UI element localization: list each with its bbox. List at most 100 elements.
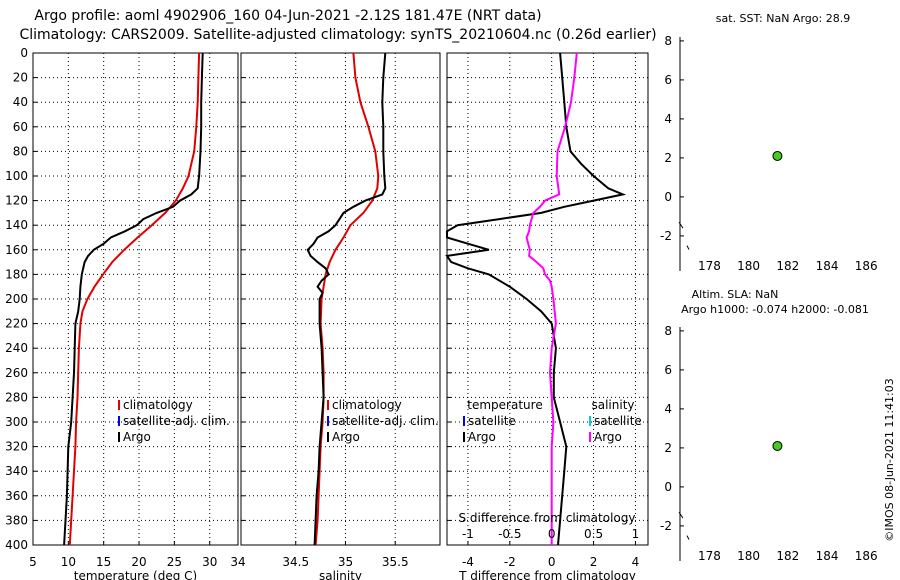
sst-ytick-label: 2 [664, 151, 672, 165]
temperature-axes-frame [32, 52, 239, 546]
sst-ytick-label: 4 [664, 112, 672, 126]
salinity-xtick-label: 35.5 [382, 555, 409, 569]
salinity-series-argo [306, 52, 387, 546]
salinity-panel [240, 52, 441, 546]
difference-top-xtick-label: 1 [632, 527, 640, 541]
difference-s-legend-label: satellite [594, 414, 642, 428]
salinity-legend-label: satellite-adj. clim. [332, 414, 439, 428]
depth-tick-label: 240 [5, 341, 28, 355]
sst-xtick-label: 186 [855, 259, 878, 273]
difference-xtick-label: -4 [462, 555, 474, 569]
depth-tick-label: 80 [13, 144, 28, 158]
sst-panel [678, 37, 783, 271]
depth-tick-label: 100 [5, 169, 28, 183]
sst-title: sat. SST: NaN Argo: 28.9 [716, 12, 850, 25]
depth-tick-label: 60 [13, 120, 28, 134]
sla-coast-mark [678, 511, 684, 519]
depth-tick-label: 260 [5, 366, 28, 380]
sla-argo-point [772, 440, 783, 451]
sla-title-line-1: Altim. SLA: NaN [692, 288, 779, 301]
sla-ytick-label: 8 [664, 324, 672, 338]
sst-coast-mark [686, 245, 690, 250]
depth-tick-label: 400 [5, 538, 28, 552]
temperature-legend-label: Argo [123, 430, 151, 444]
sla-xtick-label: 180 [737, 549, 760, 563]
salinity-xlabel: salinity [319, 569, 362, 580]
difference-t-legend-label: Argo [468, 430, 496, 444]
difference-series-s-difference-argo- [525, 52, 578, 545]
difference-top-xtick-label: -0.5 [498, 527, 521, 541]
watermark: ©IMOS 08-Jun-2021 11:41:03 [883, 378, 896, 542]
sst-ytick-label: -2 [660, 229, 672, 243]
depth-tick-label: 320 [5, 440, 28, 454]
sla-xtick-label: 186 [855, 549, 878, 563]
depth-tick-label: 20 [13, 71, 28, 85]
depth-tick-label: 40 [13, 95, 28, 109]
sla-ytick-label: 0 [664, 480, 672, 494]
depth-tick-label: 120 [5, 194, 28, 208]
sla-ytick-label: 6 [664, 363, 672, 377]
temperature-xtick-label: 34 [230, 555, 245, 569]
sst-xtick-label: 182 [776, 259, 799, 273]
sst-ytick-label: 8 [664, 34, 672, 48]
depth-tick-label: 180 [5, 267, 28, 281]
difference-top-xtick-label: 0 [548, 527, 556, 541]
difference-xtick-label: 4 [632, 555, 640, 569]
difference-series-t-difference-argo- [445, 52, 627, 546]
temperature-xtick-label: 30 [202, 555, 217, 569]
temperature-series-climatology [68, 52, 201, 546]
salinity-xtick-label: 34.5 [282, 555, 309, 569]
temperature-xtick-label: 20 [131, 555, 146, 569]
depth-tick-label: 220 [5, 317, 28, 331]
sla-xtick-label: 178 [698, 549, 721, 563]
sst-ytick-label: 6 [664, 73, 672, 87]
sla-xtick-label: 182 [776, 549, 799, 563]
temperature-xlabel: temperature (deg C) [74, 569, 197, 580]
salinity-xtick-label: 35 [338, 555, 353, 569]
salinity-axes-frame [240, 52, 441, 546]
sla-ytick-label: 4 [664, 402, 672, 416]
difference-xlabel: T difference from climatology [458, 569, 636, 580]
temperature-panel [32, 52, 239, 546]
sla-coast-mark [686, 535, 690, 540]
depth-tick-label: 200 [5, 292, 28, 306]
sst-xtick-label: 184 [816, 259, 839, 273]
temperature-xtick-label: 10 [61, 555, 76, 569]
depth-tick-label: 160 [5, 243, 28, 257]
sla-xtick-label: 184 [816, 549, 839, 563]
title-line-2: Climatology: CARS2009. Satellite-adjuste… [19, 27, 656, 43]
difference-xtick-label: 2 [590, 555, 598, 569]
depth-tick-label: 280 [5, 390, 28, 404]
difference-legend-s-title: salinity [591, 398, 634, 412]
difference-top-xtick-label: -1 [462, 527, 474, 541]
depth-tick-label: 140 [5, 218, 28, 232]
sst-argo-point [772, 150, 783, 161]
salinity-legend-label: climatology [332, 398, 402, 412]
sst-xtick-label: 178 [698, 259, 721, 273]
sst-xtick-label: 180 [737, 259, 760, 273]
depth-tick-label: 380 [5, 513, 28, 527]
sla-ytick-label: 2 [664, 441, 672, 455]
temperature-series-argo [63, 52, 204, 546]
depth-tick-label: 300 [5, 415, 28, 429]
sst-ytick-label: 0 [664, 190, 672, 204]
difference-top-xtick-label: 0.5 [584, 527, 603, 541]
sla-title-line-2: Argo h1000: -0.074 h2000: -0.081 [681, 303, 869, 316]
title-line-1: Argo profile: aoml 4902906_160 04-Jun-20… [34, 8, 541, 24]
temperature-legend-label: satellite-adj. clim. [123, 414, 230, 428]
sla-panel [678, 327, 783, 561]
difference-xtick-label: -2 [504, 555, 516, 569]
depth-tick-label: 0 [20, 46, 28, 60]
difference-top-xlabel: S difference from climatology [459, 511, 636, 525]
temperature-xtick-label: 25 [167, 555, 182, 569]
sla-ytick-label: -2 [660, 519, 672, 533]
difference-panel [445, 52, 649, 546]
difference-xtick-label: 0 [548, 555, 556, 569]
temperature-xtick-label: 5 [29, 555, 37, 569]
temperature-legend-label: climatology [123, 398, 193, 412]
depth-tick-label: 360 [5, 489, 28, 503]
difference-s-legend-label: Argo [594, 430, 622, 444]
salinity-legend-label: Argo [332, 430, 360, 444]
difference-legend-t-title: temperature [467, 398, 542, 412]
